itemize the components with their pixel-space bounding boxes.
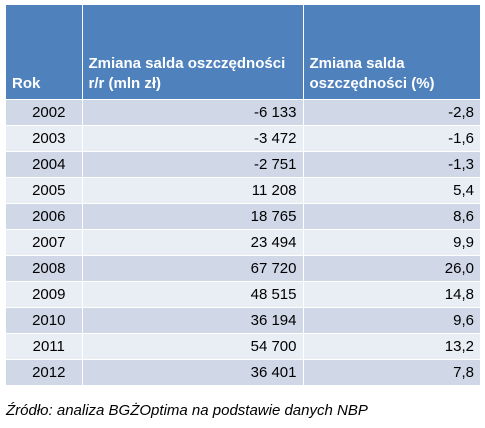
header-row: Rok Zmiana salda oszczędności r/r (mln z… (6, 5, 480, 100)
savings-table: Rok Zmiana salda oszczędności r/r (mln z… (6, 5, 480, 385)
cell-year: 2010 (6, 307, 83, 334)
table-row: 2008 67 720 26,0 (6, 255, 480, 282)
table-row: 2007 23 494 9,9 (6, 229, 480, 256)
cell-change-pct: -1,6 (303, 125, 480, 152)
cell-year: 2006 (6, 203, 83, 230)
cell-change-pct: -1,3 (303, 151, 480, 178)
cell-year: 2003 (6, 125, 83, 152)
header-change-abs: Zmiana salda oszczędności r/r (mln zł) (82, 5, 304, 100)
table-row: 2012 36 401 7,8 (6, 359, 480, 385)
cell-change-abs: -2 751 (82, 151, 304, 178)
cell-year: 2011 (6, 333, 83, 360)
cell-change-abs: 36 194 (82, 307, 304, 334)
cell-change-abs: -3 472 (82, 125, 304, 152)
cell-year: 2008 (6, 255, 83, 282)
table-header: Rok Zmiana salda oszczędności r/r (mln z… (6, 5, 480, 100)
cell-change-abs: 48 515 (82, 281, 304, 308)
cell-year: 2004 (6, 151, 83, 178)
table-row: 2006 18 765 8,6 (6, 203, 480, 230)
header-year: Rok (6, 5, 83, 100)
cell-change-pct: 5,4 (303, 177, 480, 204)
cell-change-abs: 11 208 (82, 177, 304, 204)
cell-change-abs: 23 494 (82, 229, 304, 256)
cell-change-pct: 7,8 (303, 359, 480, 385)
cell-change-pct: -2,8 (303, 99, 480, 126)
cell-change-pct: 13,2 (303, 333, 480, 360)
cell-year: 2007 (6, 229, 83, 256)
cell-change-abs: 54 700 (82, 333, 304, 360)
cell-change-pct: 26,0 (303, 255, 480, 282)
cell-year: 2009 (6, 281, 83, 308)
cell-change-pct: 9,9 (303, 229, 480, 256)
table-row: 2003 -3 472 -1,6 (6, 125, 480, 152)
table-row: 2004 -2 751 -1,3 (6, 151, 480, 178)
cell-change-abs: 67 720 (82, 255, 304, 282)
table-row: 2010 36 194 9,6 (6, 307, 480, 334)
cell-change-pct: 9,6 (303, 307, 480, 334)
cell-year: 2012 (6, 359, 83, 385)
cell-year: 2005 (6, 177, 83, 204)
cell-change-abs: -6 133 (82, 99, 304, 126)
cell-change-abs: 18 765 (82, 203, 304, 230)
table-row: 2002 -6 133 -2,8 (6, 99, 480, 126)
table-body: 2002 -6 133 -2,8 2003 -3 472 -1,6 2004 -2 751 -1… (6, 99, 480, 385)
cell-change-pct: 14,8 (303, 281, 480, 308)
source-note: Źródło: analiza BGŻOptima na podstawie d… (6, 402, 368, 419)
cell-change-pct: 8,6 (303, 203, 480, 230)
table-row: 2009 48 515 14,8 (6, 281, 480, 308)
cell-change-abs: 36 401 (82, 359, 304, 385)
cell-year: 2002 (6, 99, 83, 126)
table-row: 2005 11 208 5,4 (6, 177, 480, 204)
savings-table-container: Rok Zmiana salda oszczędności r/r (mln z… (6, 5, 480, 385)
table-row: 2011 54 700 13,2 (6, 333, 480, 360)
header-change-pct: Zmiana salda oszczędności (%) (303, 5, 480, 100)
